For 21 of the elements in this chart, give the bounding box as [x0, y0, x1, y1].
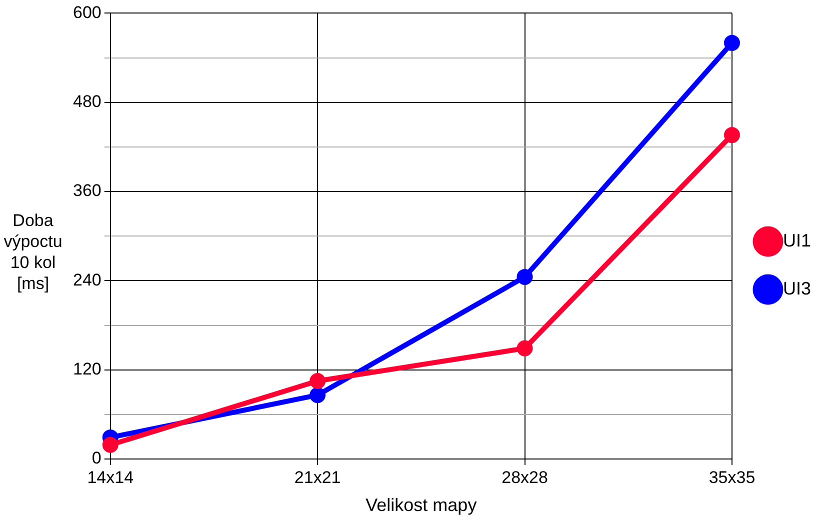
x-axis-title: Velikost mapy: [366, 495, 477, 516]
x-tick-label: 35x35: [708, 468, 756, 487]
point: [516, 340, 533, 356]
y-tick-label: 600: [72, 2, 102, 22]
point: [310, 387, 326, 404]
point: [724, 127, 740, 144]
point: [724, 34, 740, 51]
point: [310, 372, 326, 389]
y-tick-label: 240: [72, 270, 102, 290]
x-tick-label: 14x14: [87, 468, 134, 487]
point: [102, 436, 118, 453]
y-tick-label: 360: [72, 181, 102, 200]
y-tick-label: 120: [72, 360, 102, 379]
x-tick-label: 28x28: [502, 468, 548, 487]
point: [516, 268, 533, 285]
legend-label: UI3: [782, 278, 812, 298]
legend-label: UI1: [782, 230, 812, 250]
x-tick-label: 21x21: [294, 468, 341, 487]
y-axis-title: Doba výpoctu 10 kol [ms]: [2, 210, 64, 294]
y-tick-label: 0: [92, 448, 102, 468]
y-tick-label: 480: [72, 92, 102, 112]
